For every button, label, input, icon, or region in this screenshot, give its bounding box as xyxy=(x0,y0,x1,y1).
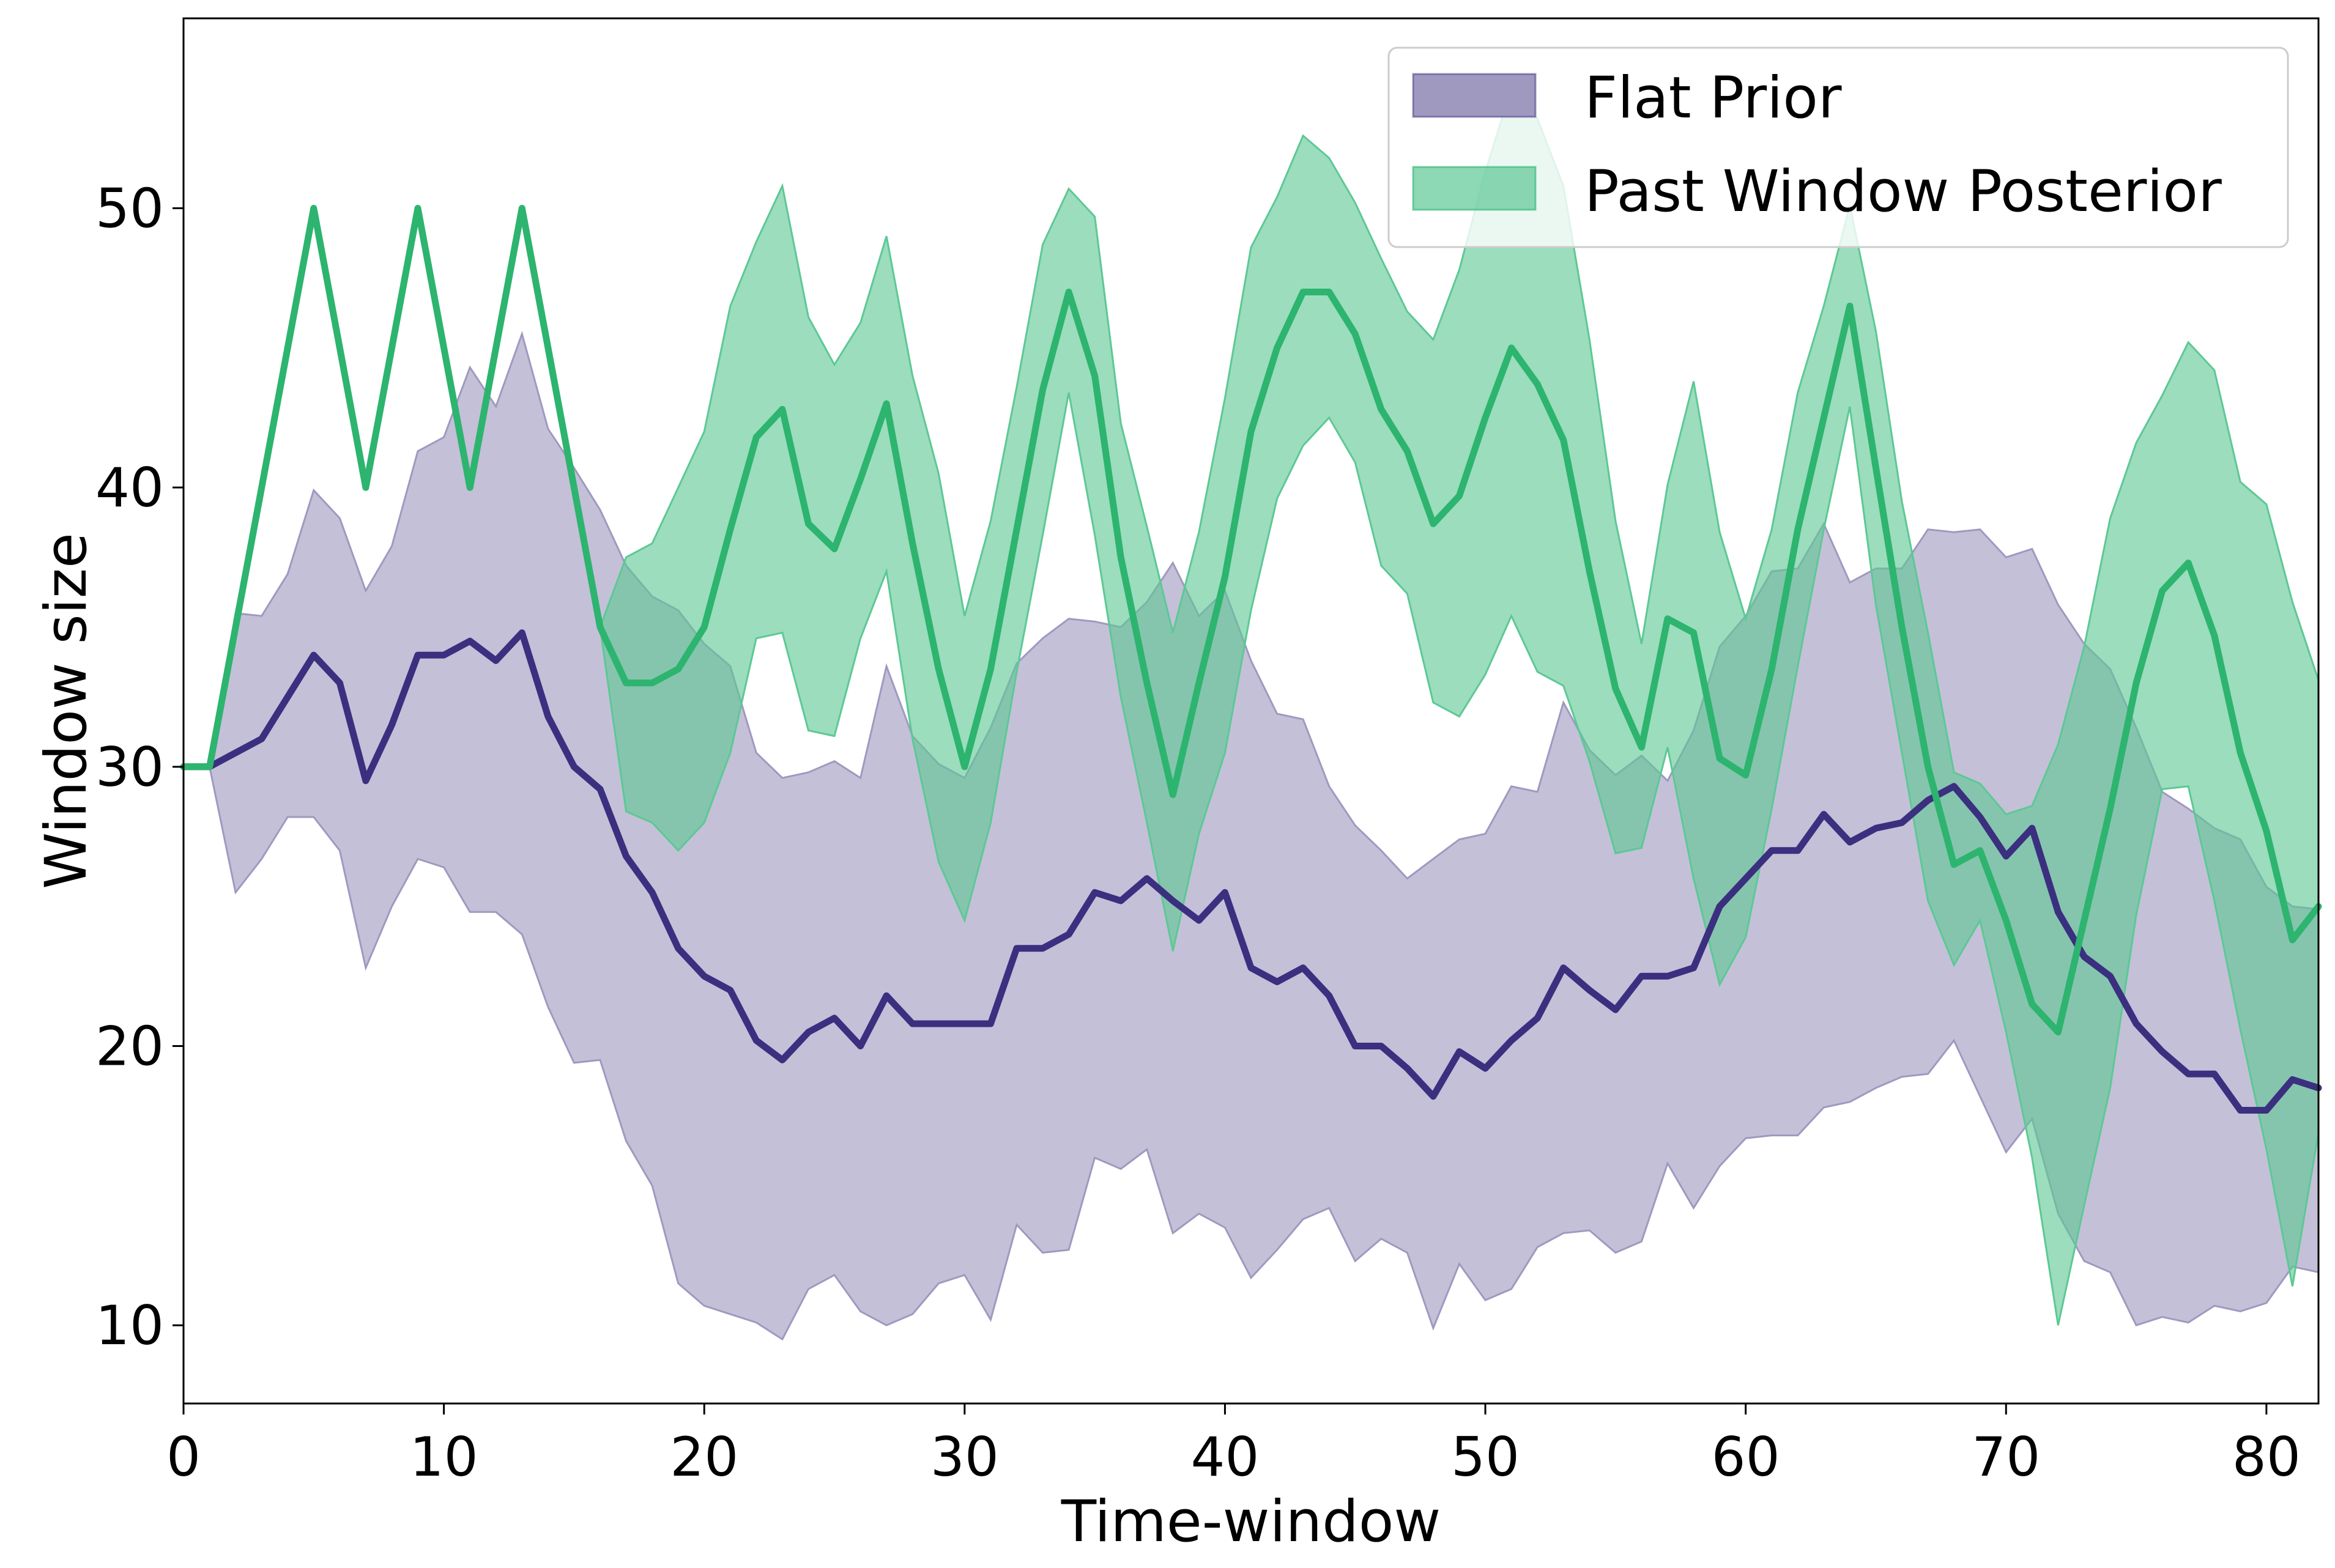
y-tick-label: 10 xyxy=(95,1294,164,1357)
legend-swatch-flat-prior xyxy=(1412,73,1537,118)
series-lines xyxy=(180,205,2322,1114)
legend-box xyxy=(1387,46,2289,248)
flat-prior-line xyxy=(180,629,2322,1114)
x-tick-label: 30 xyxy=(930,1426,999,1488)
plot-frame xyxy=(182,17,2320,1405)
y-tick-label: 40 xyxy=(95,456,164,519)
y-axis-label: Window size xyxy=(33,533,100,889)
x-tick-label: 80 xyxy=(2232,1426,2301,1488)
y-axis-ticks: 10 20 30 40 50 xyxy=(95,177,184,1357)
legend-label-flat-prior: Flat Prior xyxy=(1584,65,1842,131)
x-tick-label: 20 xyxy=(670,1426,738,1488)
legend: Flat Prior Past Window Posterior xyxy=(1387,46,2289,248)
legend-label-past-window-posterior: Past Window Posterior xyxy=(1584,158,2222,225)
x-tick-label: 70 xyxy=(1972,1426,2040,1488)
y-tick-label: 30 xyxy=(95,736,164,799)
x-tick-label: 60 xyxy=(1712,1426,1780,1488)
x-tick-label: 0 xyxy=(166,1426,201,1488)
y-tick-label: 50 xyxy=(95,177,164,240)
x-tick-label: 40 xyxy=(1190,1426,1259,1488)
x-tick-label: 10 xyxy=(410,1426,478,1488)
x-axis-ticks: 0 10 20 30 40 50 60 70 80 xyxy=(166,1403,2301,1488)
past-window-posterior-line xyxy=(180,205,2322,1036)
legend-swatch-past-window-posterior xyxy=(1412,166,1537,211)
x-tick-label: 50 xyxy=(1451,1426,1520,1488)
x-axis-label: Time-window xyxy=(1061,1488,1441,1555)
y-tick-label: 20 xyxy=(95,1015,164,1078)
